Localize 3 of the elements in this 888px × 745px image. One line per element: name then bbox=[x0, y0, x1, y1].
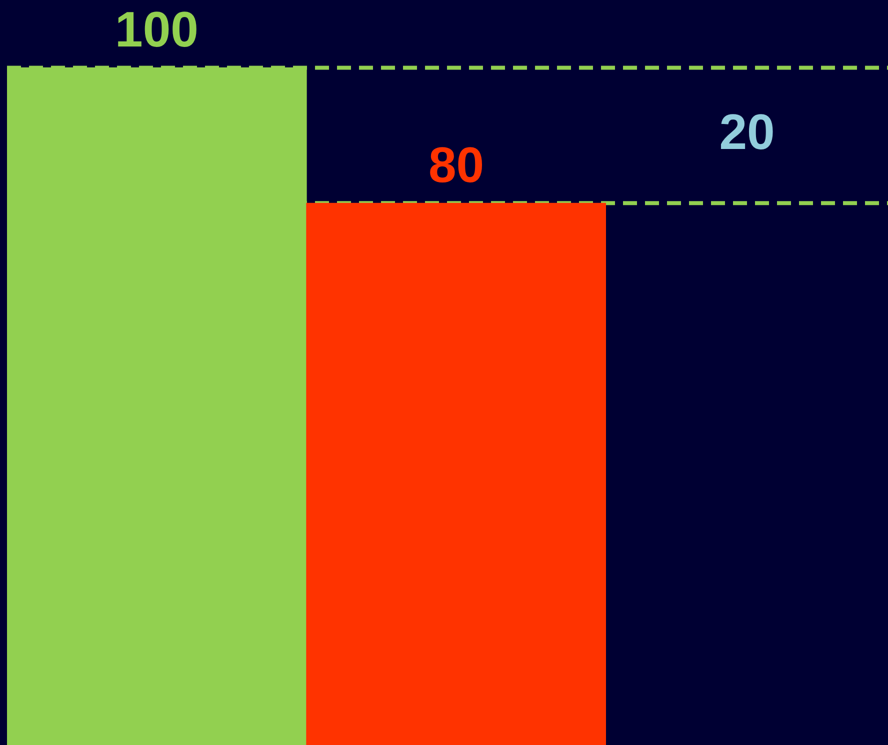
text: 20 bbox=[719, 104, 775, 160]
data-label: 100 bbox=[115, 2, 198, 58]
data-label: 80 bbox=[428, 136, 484, 193]
